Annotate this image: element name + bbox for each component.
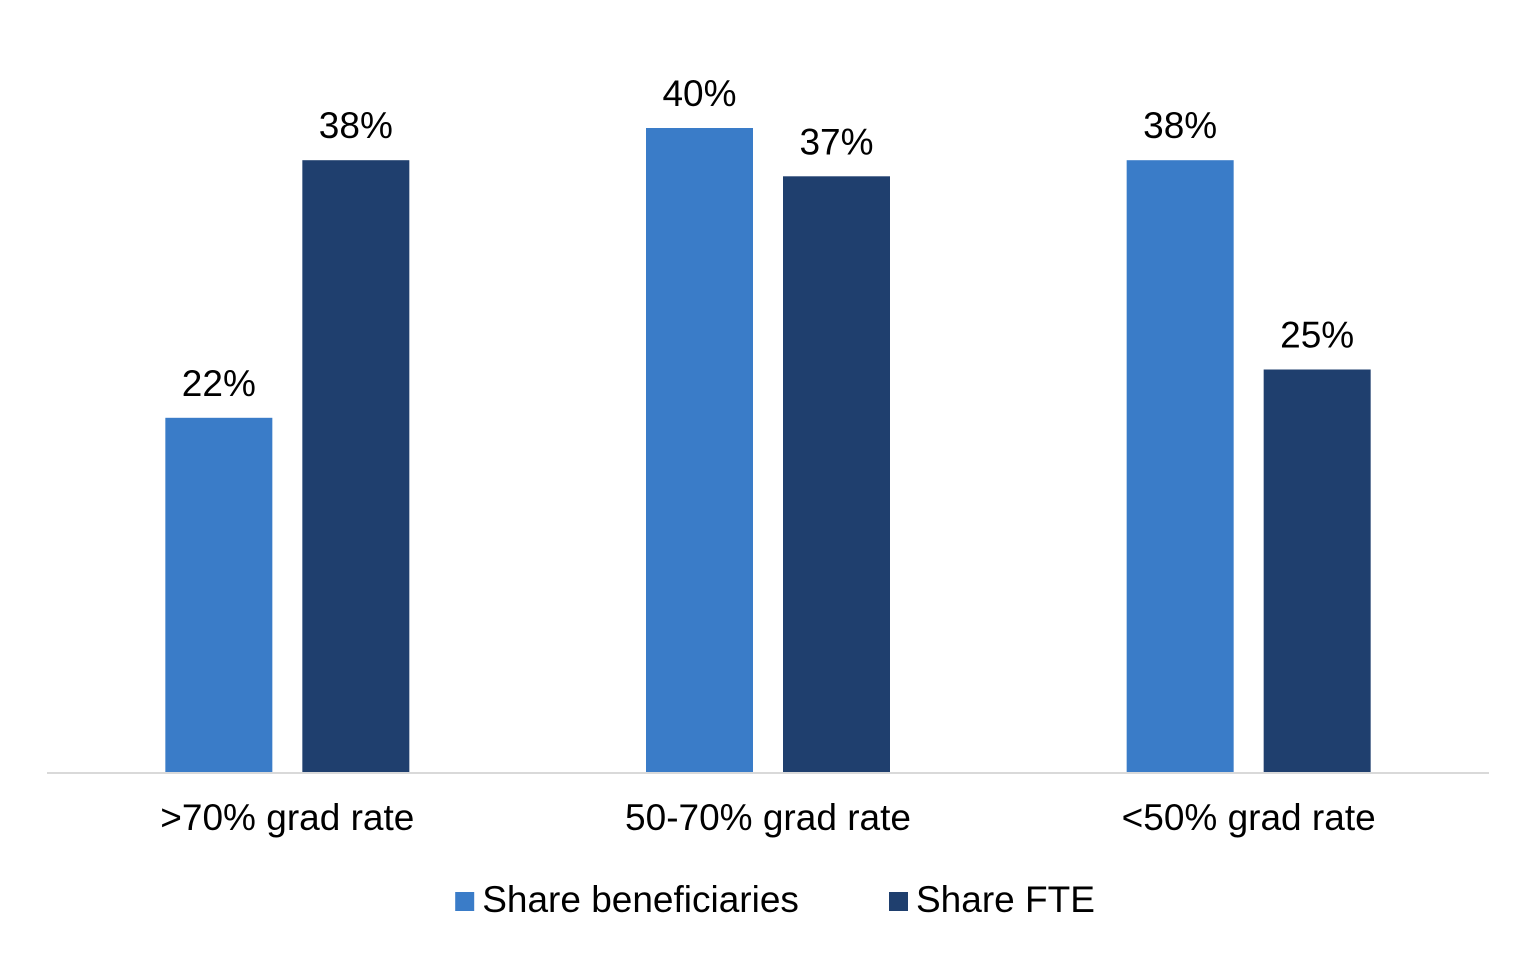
category-label-70-grad-rate: >70% grad rate [160,797,414,838]
legend-swatch-share-fte [889,892,908,911]
data-label-share-beneficiaries-50-70-grad-rate: 40% [662,73,736,114]
data-label-share-fte-50-grad-rate: 25% [1280,315,1354,356]
category-label-50-grad-rate: <50% grad rate [1122,797,1376,838]
legend-label-share-fte: Share FTE [916,879,1095,920]
bar-share-beneficiaries-70-grad-rate [165,417,273,772]
legend-swatch-share-beneficiaries [455,892,475,911]
legend-label-share-beneficiaries: Share beneficiaries [482,879,799,920]
data-label-share-beneficiaries-70-grad-rate: 22% [182,363,256,404]
bar-share-fte-50-70-grad-rate [783,176,890,773]
data-label-share-fte-50-70-grad-rate: 37% [799,121,873,162]
bars-layer [165,128,1371,773]
bar-share-fte-70-grad-rate [302,160,410,772]
bar-share-fte-50-grad-rate [1263,369,1371,772]
legend-item-share-beneficiaries: Share beneficiaries [455,879,799,920]
category-labels-layer: >70% grad rate 50-70% grad rate <50% grad … [160,797,1375,838]
legend: Share beneficiaries Share FTE [455,879,1095,920]
data-label-share-fte-70-grad-rate: 38% [319,105,393,146]
bar-share-beneficiaries-50-grad-rate [1126,160,1234,772]
category-label-50-70-grad-rate: 50-70% grad rate [625,797,911,838]
legend-item-share-fte: Share FTE [889,879,1095,920]
data-label-share-beneficiaries-50-grad-rate: 38% [1143,105,1217,146]
bar-share-beneficiaries-50-70-grad-rate [646,128,753,772]
data-labels-layer: 22% 38% 40% 37% 38% 25% [182,73,1354,404]
